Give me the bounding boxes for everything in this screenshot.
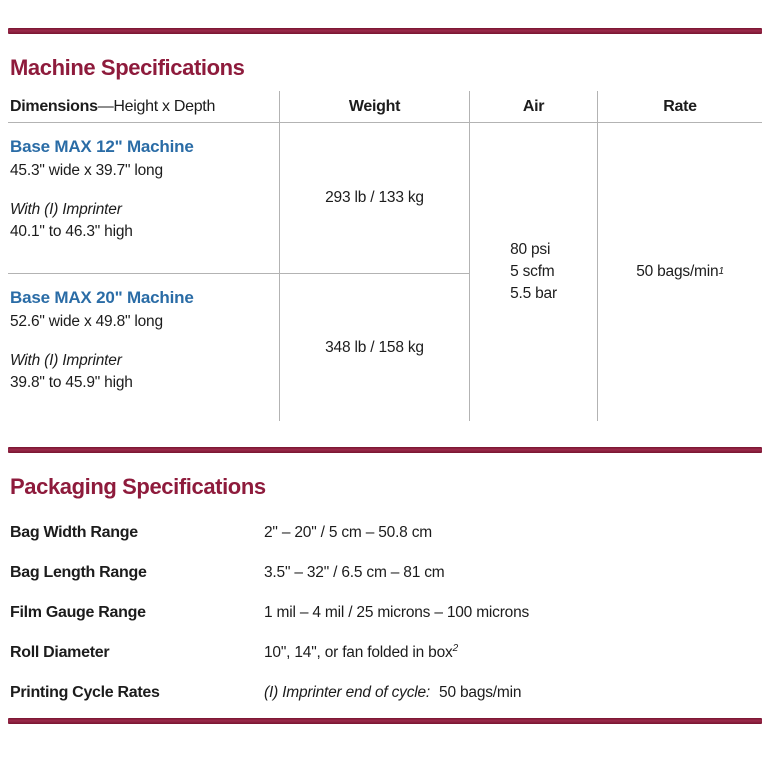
printing-cycle-rates-value: (I) Imprinter end of cycle: 50 bags/min — [264, 684, 762, 702]
table-row: Bag Width Range 2" – 20" / 5 cm – 50.8 c… — [8, 513, 762, 553]
middle-divider-rule — [8, 447, 762, 453]
machine-footprint-20: 52.6" wide x 49.8" long — [10, 313, 163, 330]
bag-length-range-label: Bag Length Range — [10, 564, 147, 581]
table-row: Bag Length Range 3.5" – 32" / 6.5 cm – 8… — [8, 553, 762, 593]
air-psi: 80 psi — [510, 241, 551, 258]
printing-cycle-rates-label: Printing Cycle Rates — [10, 684, 160, 701]
printing-cycle-condition: (I) Imprinter end of cycle: — [264, 684, 431, 701]
imprinter-height-12: 40.1" to 46.3" high — [10, 223, 133, 240]
spec-sheet-page: Machine Specifications Dimensions —Height… — [0, 28, 770, 778]
bag-width-range-value: 2" – 20" / 5 cm – 50.8 cm — [264, 524, 432, 541]
bag-width-range-label: Bag Width Range — [10, 524, 138, 541]
machine-footprint-12: 45.3" wide x 39.7" long — [10, 162, 163, 179]
top-divider-rule — [8, 28, 762, 34]
printing-cycle-rate: 50 bags/min — [439, 684, 522, 701]
air-requirements-cell: 80 psi 5 scfm 5.5 bar — [469, 123, 597, 421]
machine-name-20: Base MAX 20" Machine — [10, 288, 194, 307]
column-header-air: Air — [469, 91, 597, 123]
imprinter-label-12: With (I) Imprinter — [10, 201, 122, 218]
column-header-dimensions: Dimensions —Height x Depth — [8, 91, 279, 123]
weight-value-12: 293 lb / 133 kg — [279, 123, 469, 273]
table-row-dimensions-12: Base MAX 12" Machine 45.3" wide x 39.7" … — [8, 123, 279, 273]
roll-diameter-footnote-marker: 2 — [452, 642, 459, 654]
weight-value-20: 348 lb / 158 kg — [279, 273, 469, 421]
rate-cell: 50 bags/min 1 — [597, 123, 762, 421]
film-gauge-range-label: Film Gauge Range — [10, 604, 146, 621]
table-row-dimensions-20: Base MAX 20" Machine 52.6" wide x 49.8" … — [8, 273, 279, 421]
air-bar: 5.5 bar — [510, 285, 557, 302]
roll-diameter-label: Roll Diameter — [10, 644, 110, 661]
packaging-section-title: Packaging Specifications — [10, 474, 266, 499]
machine-section-title: Machine Specifications — [10, 55, 245, 80]
bag-length-range-value: 3.5" – 32" / 6.5 cm – 81 cm — [264, 564, 445, 581]
dimensions-header-bold: Dimensions — [10, 97, 98, 115]
table-row: Roll Diameter 10", 14", or fan folded in… — [8, 633, 762, 673]
machine-spec-table: Dimensions —Height x Depth Weight Air Rat… — [8, 91, 762, 421]
bottom-divider-rule — [8, 718, 762, 724]
roll-diameter-value: 10", 14", or fan folded in box2 — [264, 642, 459, 661]
column-header-rate: Rate — [597, 91, 762, 123]
packaging-spec-table: Bag Width Range 2" – 20" / 5 cm – 50.8 c… — [8, 513, 762, 713]
rate-value: 50 bags/min — [636, 263, 719, 280]
table-row: Film Gauge Range 1 mil – 4 mil / 25 micr… — [8, 593, 762, 633]
machine-name-12: Base MAX 12" Machine — [10, 137, 194, 156]
film-gauge-range-value: 1 mil – 4 mil / 25 microns – 100 microns — [264, 604, 530, 621]
column-header-weight: Weight — [279, 91, 469, 123]
dimensions-header-suffix: —Height x Depth — [97, 97, 216, 115]
table-row: Printing Cycle Rates (I) Imprinter end o… — [8, 673, 762, 713]
imprinter-height-20: 39.8" to 45.9" high — [10, 374, 133, 391]
air-scfm: 5 scfm — [510, 263, 555, 280]
imprinter-label-20: With (I) Imprinter — [10, 352, 122, 369]
